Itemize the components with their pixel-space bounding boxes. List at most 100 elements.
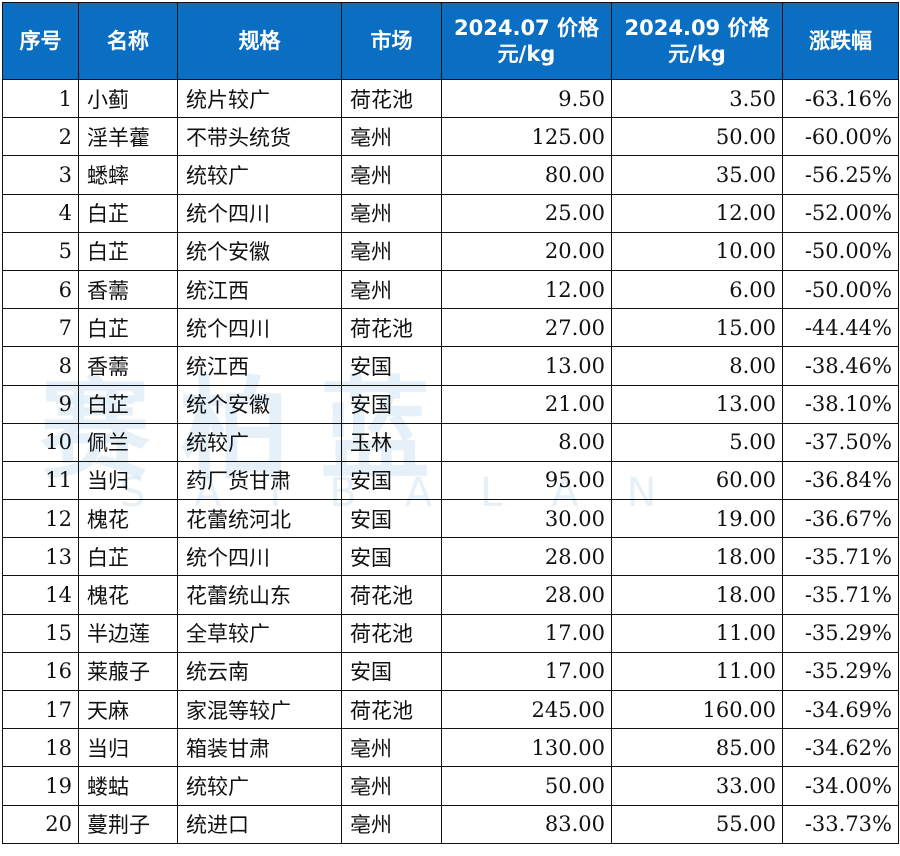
cell-change: -36.67% xyxy=(782,499,899,539)
cell-index: 8 xyxy=(2,346,79,386)
table-row: 14 槐花 花蕾统山东 荷花池 28.00 18.00 -35.71% xyxy=(2,575,899,615)
table-row: 16 莱菔子 统云南 安国 17.00 11.00 -35.29% xyxy=(2,651,899,692)
cell-name: 白芷 xyxy=(78,384,178,424)
cell-price-jul: 12.00 xyxy=(441,269,612,310)
cell-price-sep: 33.00 xyxy=(611,766,783,806)
cell-spec: 统较广 xyxy=(177,422,342,462)
table-row: 9 白芷 统个安徽 安国 21.00 13.00 -38.10% xyxy=(2,384,899,424)
cell-price-jul: 20.00 xyxy=(441,231,612,271)
cell-market: 荷花池 xyxy=(341,575,442,615)
cell-price-sep: 19.00 xyxy=(611,499,783,539)
cell-change: -50.00% xyxy=(782,231,899,271)
cell-market: 荷花池 xyxy=(341,78,442,119)
cell-market: 安国 xyxy=(341,651,442,692)
cell-spec: 统进口 xyxy=(177,804,342,844)
cell-change: -34.62% xyxy=(782,728,899,768)
cell-change: -34.00% xyxy=(782,766,899,806)
cell-spec: 统云南 xyxy=(177,651,342,692)
cell-price-jul: 83.00 xyxy=(441,804,612,844)
cell-price-jul: 13.00 xyxy=(441,346,612,386)
cell-name: 白芷 xyxy=(78,231,178,271)
cell-change: -35.29% xyxy=(782,613,899,653)
table-row: 20 蔓荆子 统进口 亳州 83.00 55.00 -33.73% xyxy=(2,804,899,844)
cell-market: 亳州 xyxy=(341,804,442,844)
cell-name: 当归 xyxy=(78,460,178,501)
cell-name: 香薷 xyxy=(78,269,178,310)
cell-market: 亳州 xyxy=(341,766,442,806)
cell-name: 蔓荆子 xyxy=(78,804,178,844)
table-row: 17 天麻 家混等较广 荷花池 245.00 160.00 -34.69% xyxy=(2,689,899,730)
cell-change: -52.00% xyxy=(782,193,899,233)
cell-change: -44.44% xyxy=(782,308,899,348)
table-row: 13 白芷 统个四川 安国 28.00 18.00 -35.71% xyxy=(2,537,899,577)
table-row: 5 白芷 统个安徽 亳州 20.00 10.00 -50.00% xyxy=(2,231,899,271)
table-row: 15 半边莲 全草较广 荷花池 17.00 11.00 -35.29% xyxy=(2,613,899,653)
cell-price-jul: 80.00 xyxy=(441,155,612,195)
cell-change: -35.71% xyxy=(782,537,899,577)
cell-price-sep: 12.00 xyxy=(611,193,783,233)
cell-spec: 统个安徽 xyxy=(177,231,342,271)
cell-change: -38.10% xyxy=(782,384,899,424)
cell-index: 12 xyxy=(2,499,79,539)
cell-spec: 花蕾统河北 xyxy=(177,499,342,539)
cell-price-jul: 21.00 xyxy=(441,384,612,424)
cell-index: 11 xyxy=(2,460,79,501)
cell-name: 香薷 xyxy=(78,346,178,386)
cell-index: 2 xyxy=(2,117,79,157)
cell-market: 亳州 xyxy=(341,269,442,310)
cell-price-jul: 245.00 xyxy=(441,689,612,730)
cell-index: 17 xyxy=(2,689,79,730)
table-row: 8 香薷 统江西 安国 13.00 8.00 -38.46% xyxy=(2,346,899,386)
cell-price-jul: 28.00 xyxy=(441,537,612,577)
cell-price-jul: 30.00 xyxy=(441,499,612,539)
cell-spec: 统个四川 xyxy=(177,537,342,577)
cell-spec: 统江西 xyxy=(177,346,342,386)
cell-index: 9 xyxy=(2,384,79,424)
cell-price-jul: 50.00 xyxy=(441,766,612,806)
cell-spec: 箱装甘肃 xyxy=(177,728,342,768)
cell-index: 14 xyxy=(2,575,79,615)
cell-price-sep: 55.00 xyxy=(611,804,783,844)
cell-name: 莱菔子 xyxy=(78,651,178,692)
cell-price-sep: 50.00 xyxy=(611,117,783,157)
cell-price-jul: 8.00 xyxy=(441,422,612,462)
table-row: 7 白芷 统个四川 荷花池 27.00 15.00 -44.44% xyxy=(2,308,899,348)
cell-price-sep: 8.00 xyxy=(611,346,783,386)
cell-name: 槐花 xyxy=(78,499,178,539)
header-market: 市场 xyxy=(341,2,442,80)
cell-index: 16 xyxy=(2,651,79,692)
table-row: 12 槐花 花蕾统河北 安国 30.00 19.00 -36.67% xyxy=(2,499,899,539)
cell-name: 槐花 xyxy=(78,575,178,615)
cell-name: 淫羊藿 xyxy=(78,117,178,157)
cell-market: 安国 xyxy=(341,499,442,539)
cell-index: 3 xyxy=(2,155,79,195)
cell-market: 荷花池 xyxy=(341,613,442,653)
cell-spec: 统个四川 xyxy=(177,193,342,233)
cell-index: 20 xyxy=(2,804,79,844)
cell-price-jul: 17.00 xyxy=(441,651,612,692)
cell-price-jul: 130.00 xyxy=(441,728,612,768)
cell-spec: 统较广 xyxy=(177,155,342,195)
cell-spec: 统个安徽 xyxy=(177,384,342,424)
cell-change: -50.00% xyxy=(782,269,899,310)
table-row: 11 当归 药厂货甘肃 安国 95.00 60.00 -36.84% xyxy=(2,460,899,501)
cell-change: -56.25% xyxy=(782,155,899,195)
cell-spec: 统片较广 xyxy=(177,78,342,119)
cell-name: 蝼蛄 xyxy=(78,766,178,806)
cell-price-sep: 10.00 xyxy=(611,231,783,271)
header-row: 序号 名称 规格 市场 2024.07 价格 元/kg 2024.09 价格 元/kg 涨跌幅 xyxy=(2,2,899,80)
cell-name: 白芷 xyxy=(78,308,178,348)
cell-price-sep: 11.00 xyxy=(611,613,783,653)
cell-spec: 全草较广 xyxy=(177,613,342,653)
cell-price-sep: 18.00 xyxy=(611,575,783,615)
cell-name: 蟋蟀 xyxy=(78,155,178,195)
cell-change: -36.84% xyxy=(782,460,899,501)
cell-market: 亳州 xyxy=(341,728,442,768)
cell-change: -60.00% xyxy=(782,117,899,157)
cell-market: 亳州 xyxy=(341,231,442,271)
table-row: 4 白芷 统个四川 亳州 25.00 12.00 -52.00% xyxy=(2,193,899,233)
cell-index: 1 xyxy=(2,78,79,119)
table-row: 6 香薷 统江西 亳州 12.00 6.00 -50.00% xyxy=(2,269,899,310)
header-name: 名称 xyxy=(78,2,178,80)
cell-spec: 药厂货甘肃 xyxy=(177,460,342,501)
